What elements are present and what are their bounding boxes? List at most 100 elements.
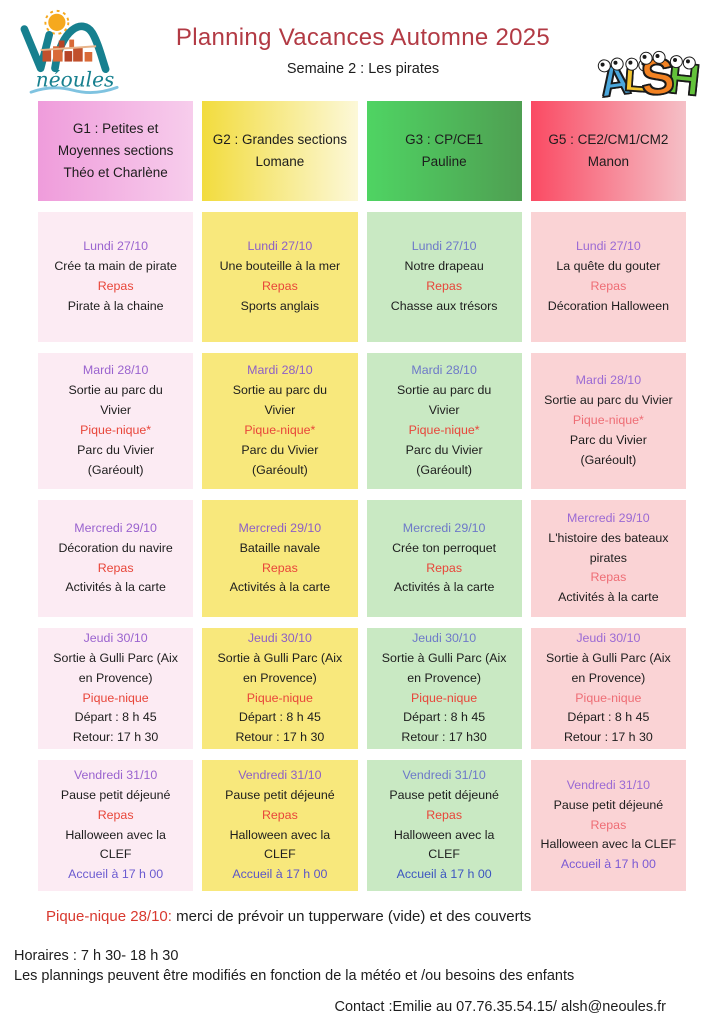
cell-date: Lundi 27/10 bbox=[575, 239, 641, 254]
cell-date: Lundi 27/10 bbox=[411, 239, 477, 254]
page-subtitle: Semaine 2 : Les pirates bbox=[286, 61, 440, 77]
cell-meal-label: Repas bbox=[426, 279, 463, 293]
cell-g5-mercredi: Mercredi 29/10 L'histoire des bateaux pira… bbox=[530, 500, 686, 617]
cell-text: Sortie à Gulli Parc (Aix bbox=[53, 650, 178, 665]
cell-meal-label: Pique-nique bbox=[575, 690, 642, 705]
planning-table: G1 : Petites et Moyennes sections Théo et… bbox=[38, 101, 686, 891]
cell-meal-label: Pique-nique bbox=[411, 690, 478, 705]
cell-meal-label: Pique-nique* bbox=[408, 423, 480, 437]
page-header: néoules Planning Vacances Automne 2025 S… bbox=[0, 0, 724, 107]
cell-meal-label: Repas bbox=[590, 279, 627, 293]
cell-text: Crée ton perroquet bbox=[392, 540, 497, 555]
cell-g3-jeudi: Jeudi 30/10 Sortie à Gulli Parc (Aix en Pr… bbox=[366, 628, 522, 749]
cell-date: Jeudi 30/10 bbox=[412, 630, 477, 645]
cell-g3-vendredi: Vendredi 31/10 Pause petit déjeuné Repas Ha… bbox=[366, 760, 522, 891]
cell-date: Jeudi 30/10 bbox=[576, 630, 641, 645]
cell-date: Mardi 28/10 bbox=[575, 373, 642, 388]
cell-g2-vendredi: Vendredi 31/10 Pause petit déjeuné Repas Ha… bbox=[202, 760, 358, 891]
cell-text: Notre drapeau bbox=[404, 259, 484, 274]
cell-date: Vendredi 31/10 bbox=[402, 767, 486, 782]
cell-text: Halloween avec la CLEF bbox=[540, 837, 677, 852]
cell-g5-jeudi: Jeudi 30/10 Sortie à Gulli Parc (Aix en Pr… bbox=[530, 628, 686, 749]
cell-meal-label: Repas bbox=[261, 560, 298, 575]
cell-text: en Provence) bbox=[407, 670, 481, 685]
cell-text: Vivier bbox=[428, 403, 460, 418]
column-animator-label: Manon bbox=[587, 154, 630, 169]
picnic-note-label: Pique-nique 28/10: bbox=[46, 908, 172, 925]
page-title: Planning Vacances Automne 2025 bbox=[175, 24, 551, 51]
cell-text: Crée ta main de pirate bbox=[54, 259, 177, 274]
cell-text: Décoration Halloween bbox=[547, 298, 669, 313]
cell-text: Retour : 17 h 30 bbox=[563, 730, 653, 745]
cell-text: Sortie au parc du bbox=[68, 383, 163, 398]
cell-text: Activités à la carte bbox=[393, 580, 495, 595]
cell-text: Pirate à la chaine bbox=[67, 298, 164, 313]
cell-meal-label: Repas bbox=[590, 817, 627, 832]
cell-g1-vendredi: Vendredi 31/10 Pause petit déjeuné Repas Ha… bbox=[38, 760, 194, 891]
cell-meal-label: Pique-nique bbox=[82, 690, 149, 705]
column-group-label: G3 : CP/CE1 bbox=[405, 131, 484, 147]
cell-meal-label: Repas bbox=[97, 807, 134, 822]
cell-text: CLEF bbox=[99, 847, 132, 862]
cell-text: Retour : 17 h30 bbox=[401, 730, 487, 745]
cell-g1-jeudi: Jeudi 30/10 Sortie à Gulli Parc (Aix en Pr… bbox=[38, 628, 194, 749]
column-header-g3: G3 : CP/CE1 Pauline bbox=[366, 101, 522, 201]
cell-date: Vendredi 31/10 bbox=[238, 767, 322, 782]
cell-text: (Garéoult) bbox=[87, 462, 144, 477]
cell-date: Jeudi 30/10 bbox=[83, 630, 148, 645]
cell-text: Départ : 8 h 45 bbox=[567, 710, 650, 725]
cell-date: Lundi 27/10 bbox=[247, 239, 313, 254]
cell-text: Sortie au parc du bbox=[396, 383, 492, 398]
cell-text: Sortie à Gulli Parc (Aix bbox=[546, 650, 671, 665]
cell-g2-mardi: Mardi 28/10 Sortie au parc du Vivier Pique-… bbox=[202, 353, 358, 489]
cell-text: Départ : 8 h 45 bbox=[74, 710, 157, 725]
cell-text: Vivier bbox=[264, 403, 296, 418]
cell-meal-label: Repas bbox=[426, 560, 463, 575]
cell-text: La quête du gouter bbox=[556, 259, 661, 274]
cell-text: Bataille navale bbox=[239, 540, 321, 555]
cell-text: Sortie à Gulli Parc (Aix bbox=[381, 650, 507, 665]
column-animator-label: Pauline bbox=[421, 154, 467, 169]
cell-g2-lundi: Lundi 27/10 Une bouteille à la mer Repas Sp… bbox=[202, 212, 358, 342]
cell-text: en Provence) bbox=[243, 670, 317, 685]
cell-meal-label: Repas bbox=[590, 570, 627, 585]
cell-g1-lundi: Lundi 27/10 Crée ta main de pirate Repas Pi… bbox=[38, 212, 194, 342]
column-header-g5: G5 : CE2/CM1/CM2 Manon bbox=[530, 101, 686, 201]
cell-text: Activités à la carte bbox=[229, 580, 331, 595]
cell-g1-mardi: Mardi 28/10 Sortie au parc du Vivier Pique-… bbox=[38, 353, 194, 489]
cell-text: Pause petit déjeuné bbox=[389, 787, 499, 802]
cell-date: Mercredi 29/10 bbox=[74, 520, 157, 535]
cell-accent-text: Accueil à 17 h 00 bbox=[396, 867, 492, 882]
cell-g5-vendredi: Vendredi 31/10 Pause petit déjeuné Repas Ha… bbox=[530, 760, 686, 891]
cell-text: Décoration du navire bbox=[58, 540, 173, 555]
contact-line: Contact :Emilie au 07.76.35.54.15/ alsh@… bbox=[334, 998, 666, 1015]
cell-g2-jeudi: Jeudi 30/10 Sortie à Gulli Parc (Aix en Pr… bbox=[202, 628, 358, 749]
cell-g2-mercredi: Mercredi 29/10 Bataille navale Repas Activi… bbox=[202, 500, 358, 617]
cell-text: Halloween avec la bbox=[229, 827, 331, 842]
cell-text: Activités à la carte bbox=[65, 580, 166, 595]
picnic-note-text: merci de prévoir un tupperware (vide) et… bbox=[176, 908, 532, 925]
cell-text: Halloween avec la bbox=[65, 827, 166, 842]
cell-accent-text: Accueil à 17 h 00 bbox=[232, 867, 328, 882]
cell-meal-label: Repas bbox=[261, 807, 298, 822]
cell-date: Lundi 27/10 bbox=[83, 239, 149, 254]
cell-meal-label: Repas bbox=[261, 279, 298, 293]
cell-text: Retour: 17 h 30 bbox=[72, 730, 159, 745]
cell-g1-mercredi: Mercredi 29/10 Décoration du navire Repas A… bbox=[38, 500, 194, 617]
cell-text: Chasse aux trésors bbox=[390, 298, 498, 313]
cell-meal-label: Repas bbox=[97, 560, 134, 575]
cell-meal-label: Pique-nique* bbox=[572, 413, 644, 428]
cell-meal-label: Pique-nique* bbox=[80, 423, 152, 437]
cell-date: Vendredi 31/10 bbox=[73, 767, 158, 782]
cell-text: en Provence) bbox=[571, 670, 646, 685]
title-block: Planning Vacances Automne 2025 Semaine 2… bbox=[140, 8, 586, 77]
cell-text: Parc du Vivier bbox=[241, 442, 319, 457]
cell-text: Sortie au parc du bbox=[232, 383, 328, 398]
neoules-logo: néoules bbox=[20, 9, 119, 94]
cell-text: Activités à la carte bbox=[558, 590, 659, 605]
cell-text: Sortie à Gulli Parc (Aix bbox=[217, 650, 343, 665]
cell-meal-label: Pique-nique* bbox=[244, 423, 316, 437]
cell-text: L'histoire des bateaux bbox=[548, 530, 669, 545]
cell-g3-mardi: Mardi 28/10 Sortie au parc du Vivier Pique-… bbox=[366, 353, 522, 489]
